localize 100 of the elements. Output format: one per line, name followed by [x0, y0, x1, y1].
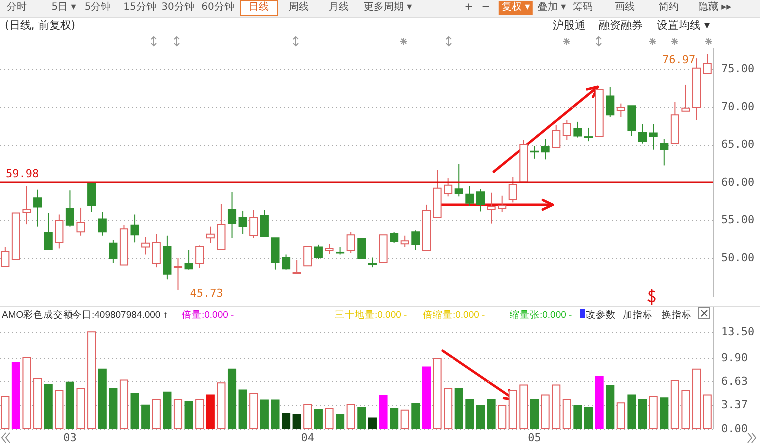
candlestick	[552, 124, 561, 148]
text: 隐藏 ▸▸	[697, 1, 733, 15]
bar	[574, 406, 582, 430]
bar	[454, 388, 464, 430]
bar	[346, 404, 356, 430]
candlestick	[400, 235, 410, 248]
bar	[466, 399, 474, 430]
candlestick	[304, 246, 312, 267]
bar	[271, 400, 280, 430]
candlestick	[174, 258, 183, 290]
candlestick	[44, 212, 53, 250]
candlestick	[142, 236, 150, 256]
candlestick	[454, 164, 464, 198]
bar	[260, 400, 269, 430]
candlestick	[660, 138, 669, 166]
y-tick-label: 50.00	[722, 251, 755, 264]
bar	[379, 395, 388, 430]
candlestick	[196, 245, 204, 269]
text: 复权 ▾	[498, 1, 534, 15]
x-tick-label: 05	[528, 432, 542, 444]
candlestick	[314, 244, 323, 260]
bar	[55, 390, 64, 430]
bar	[88, 332, 96, 430]
candlestick	[66, 190, 74, 228]
bar	[44, 384, 53, 430]
bar	[304, 404, 312, 430]
bar	[238, 390, 248, 430]
candlestick	[206, 226, 215, 244]
candlestick	[130, 214, 140, 244]
bar	[314, 409, 323, 430]
y-tick-label: 65.00	[722, 138, 755, 152]
candlestick	[228, 192, 237, 239]
text: 设置均线 ▾	[657, 19, 710, 33]
candlestick	[649, 124, 658, 150]
bar	[541, 394, 550, 430]
candlestick	[606, 86, 615, 118]
text: 分时	[6, 1, 28, 15]
candlestick	[358, 238, 366, 260]
y-tick-label: 0.00	[722, 422, 748, 436]
candlestick	[574, 121, 582, 138]
candlestick	[346, 232, 356, 254]
bar	[368, 418, 377, 430]
bar	[508, 390, 518, 430]
annotation: 45.73	[190, 286, 224, 300]
bar	[336, 414, 345, 430]
candlestick	[55, 214, 64, 250]
y-tick-label: 9.90	[722, 351, 748, 364]
candlestick	[444, 178, 453, 198]
candlestick	[562, 120, 572, 141]
candlestick	[703, 54, 712, 74]
candlestick	[250, 210, 258, 239]
bar	[692, 368, 702, 430]
bar	[660, 398, 669, 430]
text: −	[480, 1, 492, 15]
bar	[487, 399, 496, 430]
bar	[433, 358, 442, 430]
candlestick	[292, 260, 302, 274]
text: 月线	[328, 1, 350, 15]
candlestick	[498, 195, 507, 213]
text: 日线	[240, 0, 278, 16]
bar	[552, 384, 561, 430]
y-tick-label: 6.63	[722, 374, 748, 388]
bar	[98, 368, 107, 430]
ref-line-label: 59.98	[6, 167, 40, 180]
bar	[400, 410, 410, 430]
text: 5分钟	[84, 1, 112, 15]
candlestick	[282, 254, 291, 270]
candlestick	[325, 244, 334, 254]
candlestick	[238, 210, 248, 235]
x-tick-label: 03	[64, 432, 77, 444]
bar	[66, 382, 74, 430]
bar	[595, 376, 604, 430]
bar	[196, 399, 204, 430]
bar	[163, 392, 172, 430]
bar	[130, 393, 140, 430]
bar	[22, 357, 32, 430]
candlestick	[109, 240, 118, 264]
annotation: 76.97	[662, 53, 696, 66]
bar	[616, 402, 626, 430]
candlestick	[34, 189, 42, 228]
bar	[120, 380, 129, 430]
annotation: 今日:409807984.000 ↑	[72, 309, 168, 323]
candlestick	[508, 176, 518, 204]
bar	[422, 366, 431, 430]
y-tick-label: 60.00	[722, 176, 755, 189]
candlestick	[368, 257, 377, 268]
annotation: 三十地量:0.000 -	[335, 309, 408, 323]
text: 筹码	[572, 1, 594, 15]
candlestick	[638, 124, 648, 144]
bar	[703, 394, 712, 430]
text: 融资融券	[599, 19, 643, 33]
annotation: 加指标	[623, 309, 653, 323]
bar	[584, 406, 594, 430]
bar	[638, 399, 648, 430]
annotation: 倍缩量:0.000 -	[423, 309, 486, 323]
bar	[228, 368, 237, 430]
text: 叠加 ▾	[536, 1, 568, 15]
bar	[476, 406, 486, 430]
candlestick	[98, 212, 107, 236]
bar	[34, 378, 42, 430]
